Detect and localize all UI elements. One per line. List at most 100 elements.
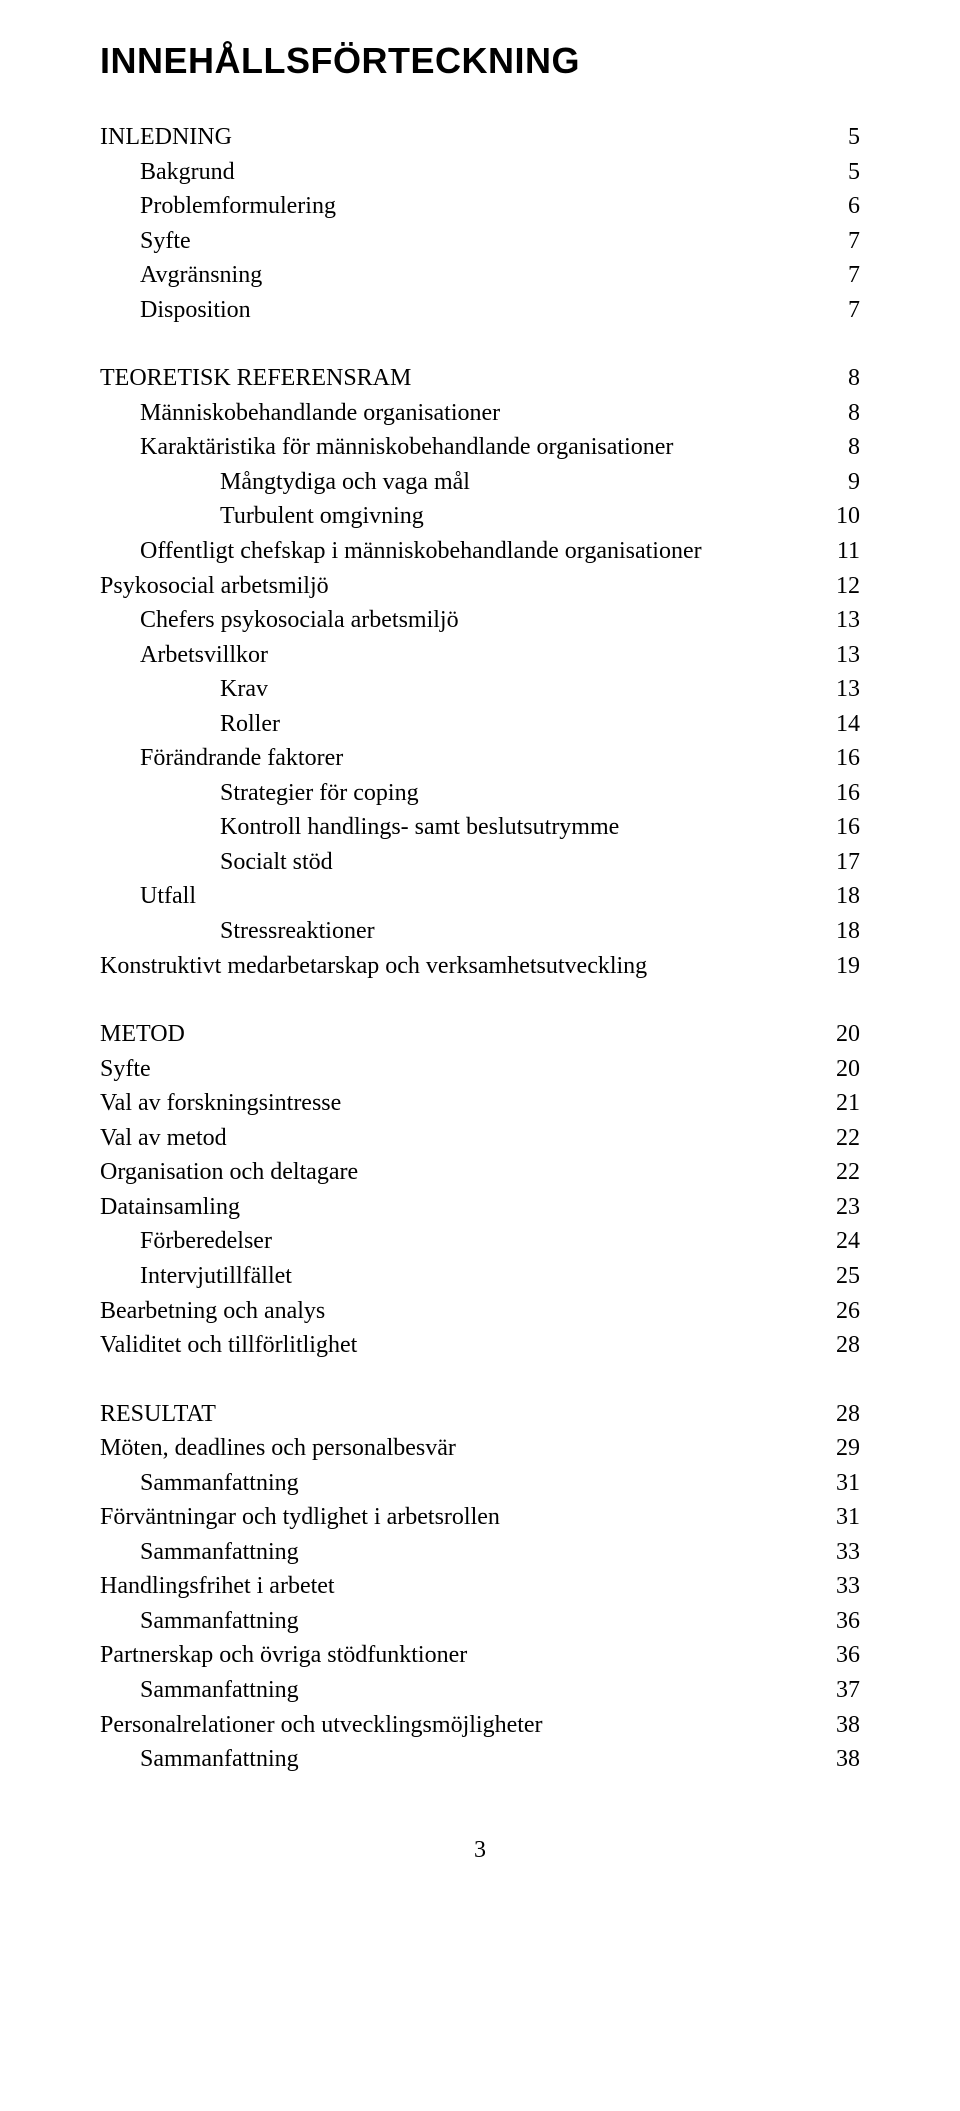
toc-entry: RESULTAT 28: [100, 1397, 860, 1432]
toc-entry-page: 13: [824, 638, 860, 673]
toc-entry-label: Stressreaktioner: [100, 914, 375, 949]
toc-entry: Möten, deadlines och personalbesvär 29: [100, 1431, 860, 1466]
toc-entry-label: Socialt stöd: [100, 845, 333, 880]
toc-entry: Avgränsning7: [100, 258, 860, 293]
toc-entry-page: 6: [824, 189, 860, 224]
toc-entry-page: 7: [824, 293, 860, 328]
toc-entry: Människobehandlande organisationer8: [100, 396, 860, 431]
toc-entry-label: METOD: [100, 1017, 185, 1052]
toc-entry-label: RESULTAT: [100, 1397, 216, 1432]
toc-entry: Mångtydiga och vaga mål 9: [100, 465, 860, 500]
toc-entry-page: 31: [824, 1466, 860, 1501]
toc-entry: Kontroll handlings- samt beslutsutrymme 1…: [100, 810, 860, 845]
toc-entry-page: 36: [824, 1604, 860, 1639]
toc-entry-label: Validitet och tillförlitlighet: [100, 1328, 357, 1363]
toc-entry-label: Intervjutillfället: [100, 1259, 292, 1294]
toc-entry-label: Datainsamling: [100, 1190, 240, 1225]
toc-section: INLEDNING5Bakgrund 5Problemformulering6Sy…: [100, 120, 860, 327]
toc-entry-page: 13: [824, 672, 860, 707]
toc-entry-label: Mångtydiga och vaga mål: [100, 465, 470, 500]
toc-entry: Disposition 7: [100, 293, 860, 328]
toc-entry-page: 16: [824, 776, 860, 811]
toc-entry: Arbetsvillkor 13: [100, 638, 860, 673]
toc-entry: Datainsamling 23: [100, 1190, 860, 1225]
toc-entry: Personalrelationer och utvecklingsmöjlig…: [100, 1708, 860, 1743]
toc-entry-label: Sammanfattning: [100, 1742, 299, 1777]
toc-entry-label: Turbulent omgivning: [100, 499, 424, 534]
toc-entry-page: 16: [824, 741, 860, 776]
toc-entry-page: 7: [824, 224, 860, 259]
toc-entry-label: TEORETISK REFERENSRAM: [100, 361, 411, 396]
toc-entry: Bakgrund 5: [100, 155, 860, 190]
toc-entry: Karaktäristika för människobehandlande o…: [100, 430, 860, 465]
toc-entry-page: 8: [824, 396, 860, 431]
toc-entry-page: 18: [824, 914, 860, 949]
toc-entry-label: Roller: [100, 707, 280, 742]
toc-entry-page: 28: [824, 1397, 860, 1432]
toc-entry-label: Möten, deadlines och personalbesvär: [100, 1431, 456, 1466]
toc-entry: INLEDNING5: [100, 120, 860, 155]
toc-entry-label: Bakgrund: [100, 155, 235, 190]
toc-entry: Syfte20: [100, 1052, 860, 1087]
toc-entry-label: Arbetsvillkor: [100, 638, 268, 673]
toc-entry-page: 33: [824, 1535, 860, 1570]
toc-entry-label: INLEDNING: [100, 120, 232, 155]
toc-entry-page: 16: [824, 810, 860, 845]
toc-entry-label: Karaktäristika för människobehandlande o…: [100, 430, 673, 465]
toc-entry-page: 8: [824, 430, 860, 465]
toc-entry-label: Syfte: [100, 1052, 151, 1087]
page-title: INNEHÅLLSFÖRTECKNING: [100, 40, 860, 82]
toc-entry-page: 9: [824, 465, 860, 500]
toc-entry: Förväntningar och tydlighet i arbetsroll…: [100, 1500, 860, 1535]
toc-entry: Utfall18: [100, 879, 860, 914]
toc-entry: Syfte7: [100, 224, 860, 259]
toc-entry: Roller 14: [100, 707, 860, 742]
toc-entry: Strategier för coping 16: [100, 776, 860, 811]
toc-entry-page: 25: [824, 1259, 860, 1294]
toc-entry-label: Avgränsning: [100, 258, 262, 293]
toc-entry-label: Sammanfattning: [100, 1604, 299, 1639]
toc-entry-label: Strategier för coping: [100, 776, 419, 811]
toc-entry-label: Kontroll handlings- samt beslutsutrymme: [100, 810, 619, 845]
toc-entry: Konstruktivt medarbetarskap och verksamh…: [100, 949, 860, 984]
page-number: 3: [100, 1837, 860, 1864]
toc-entry-page: 29: [824, 1431, 860, 1466]
toc-entry: Sammanfattning37: [100, 1673, 860, 1708]
toc-entry-label: Chefers psykosociala arbetsmiljö: [100, 603, 459, 638]
toc-entry: Stressreaktioner 18: [100, 914, 860, 949]
toc-entry-page: 17: [824, 845, 860, 880]
toc-entry-label: Disposition: [100, 293, 251, 328]
toc-entry-label: Krav: [100, 672, 268, 707]
toc-entry-page: 13: [824, 603, 860, 638]
toc-entry-page: 12: [824, 569, 860, 604]
toc-section: TEORETISK REFERENSRAM 8Människobehandland…: [100, 361, 860, 983]
toc-entry-label: Förändrande faktorer: [100, 741, 343, 776]
toc-entry: Partnerskap och övriga stödfunktioner 36: [100, 1638, 860, 1673]
toc-entry-page: 31: [824, 1500, 860, 1535]
toc-entry-page: 18: [824, 879, 860, 914]
toc-entry: Problemformulering6: [100, 189, 860, 224]
toc-entry: Sammanfattning 33: [100, 1535, 860, 1570]
toc-entry-page: 11: [824, 534, 860, 569]
toc-entry: Sammanfattning 36: [100, 1604, 860, 1639]
toc-entry-page: 5: [824, 155, 860, 190]
toc-entry-page: 23: [824, 1190, 860, 1225]
toc-section: RESULTAT28Möten, deadlines och personalb…: [100, 1397, 860, 1777]
toc-entry-page: 38: [824, 1708, 860, 1743]
toc-entry-page: 14: [824, 707, 860, 742]
toc-entry-label: Psykosocial arbetsmiljö: [100, 569, 329, 604]
toc-entry-label: Sammanfattning: [100, 1535, 299, 1570]
toc-entry-label: Handlingsfrihet i arbetet: [100, 1569, 335, 1604]
toc-entry-page: 28: [824, 1328, 860, 1363]
toc-entry-label: Konstruktivt medarbetarskap och verksamh…: [100, 949, 647, 984]
toc-entry-page: 38: [824, 1742, 860, 1777]
toc-entry: Turbulent omgivning10: [100, 499, 860, 534]
toc-entry-page: 36: [824, 1638, 860, 1673]
toc-entry-label: Sammanfattning: [100, 1466, 299, 1501]
toc-entry-page: 20: [824, 1017, 860, 1052]
toc-entry: Intervjutillfället 25: [100, 1259, 860, 1294]
toc-entry: Offentligt chefskap i människobehandland…: [100, 534, 860, 569]
toc-entry-label: Partnerskap och övriga stödfunktioner: [100, 1638, 467, 1673]
toc-entry: Krav 13: [100, 672, 860, 707]
toc-entry: Bearbetning och analys26: [100, 1294, 860, 1329]
